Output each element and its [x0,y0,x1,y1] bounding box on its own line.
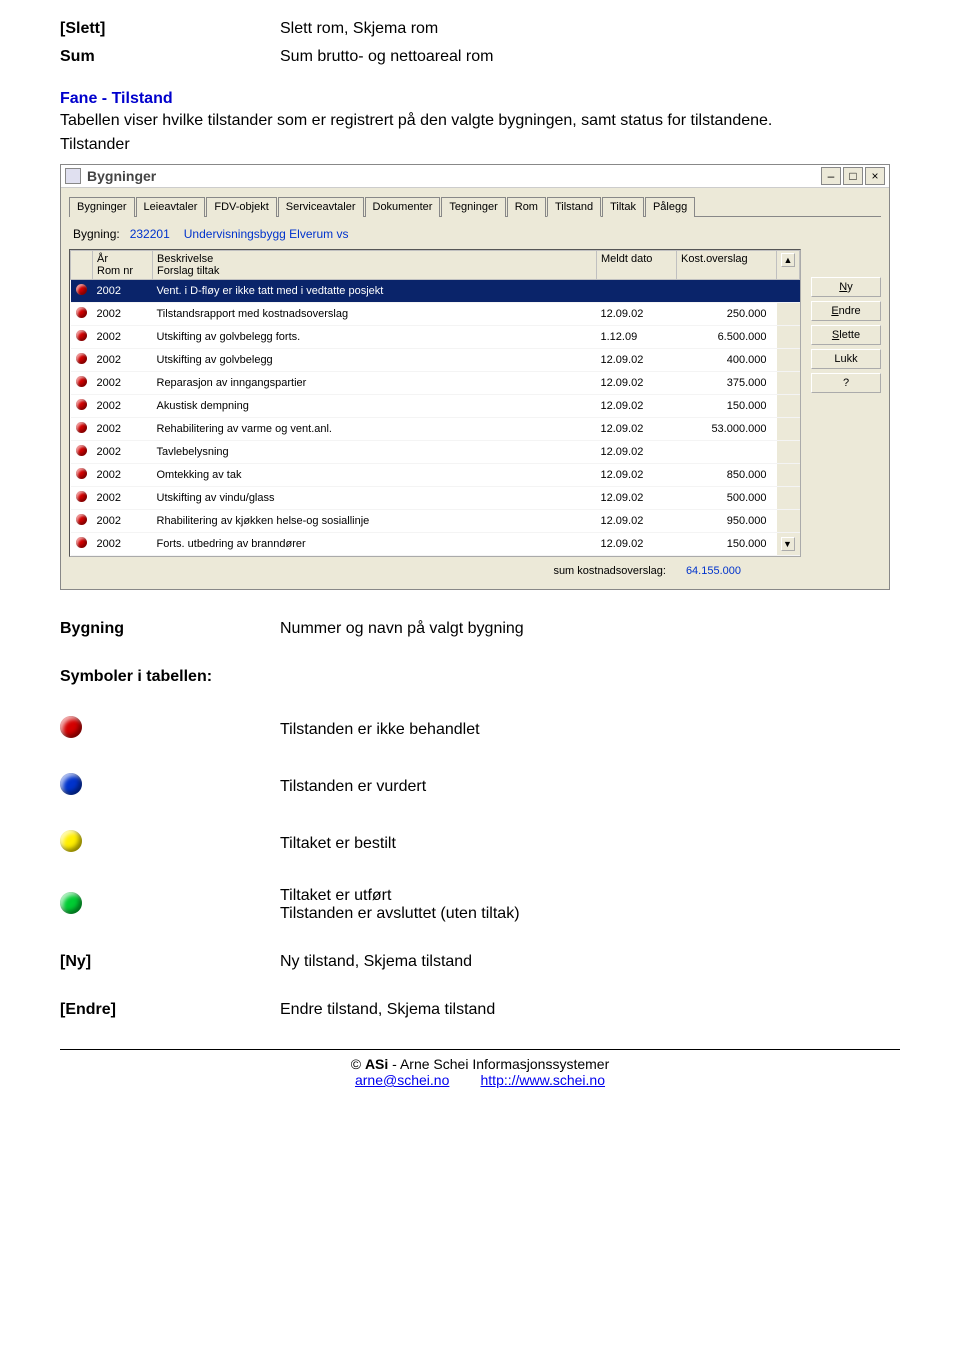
section-heading: Fane - Tilstand [60,90,900,108]
slette-button[interactable]: Slette [811,325,881,345]
legend-bygning-def: Nummer og navn på valgt bygning [280,620,900,638]
table-row[interactable]: 2002Tavlebelysning12.09.02 [71,441,800,464]
col-desc[interactable]: Beskrivelse Forslag tiltak [153,251,597,280]
def-sum: Sum brutto- og nettoareal rom [280,48,900,66]
status-dot-icon [76,284,87,295]
col-status[interactable] [71,251,93,280]
legend-bygning-term: Bygning [60,620,280,638]
tab-serviceavtaler[interactable]: Serviceavtaler [278,197,364,217]
window-title: Bygninger [87,168,821,184]
ny-button[interactable]: Ny [811,277,881,297]
status-dot-icon [76,468,87,479]
email-link[interactable]: arne@schei.no [355,1072,449,1088]
tabs: BygningerLeieavtalerFDV-objektServiceavt… [69,196,881,217]
table-row[interactable]: 2002Forts. utbedring av branndører12.09.… [71,533,800,556]
legend-green: Tiltaket er utført Tilstanden er avslutt… [280,887,900,923]
tab-leieavtaler[interactable]: Leieavtaler [136,197,206,217]
maximize-button[interactable]: □ [843,167,863,185]
table-row[interactable]: 2002Vent. i D-fløy er ikke tatt med i ve… [71,280,800,303]
info-num: 232201 [130,227,170,241]
status-dot-icon [76,353,87,364]
tab-tegninger[interactable]: Tegninger [441,197,505,217]
window-bygninger: Bygninger – □ × BygningerLeieavtalerFDV-… [60,164,890,590]
footer-rule [60,1049,900,1050]
status-dot-blue-icon [60,773,82,795]
info-label: Bygning: [73,227,120,241]
table-row[interactable]: 2002Utskifting av golvbelegg forts.1.12.… [71,326,800,349]
status-dot-icon [76,537,87,548]
col-cost[interactable]: Kost.overslag [677,251,777,280]
tab-pålegg[interactable]: Pålegg [645,197,695,217]
titlebar: Bygninger – □ × [61,165,889,188]
section-text2: Tilstander [60,136,900,154]
legend-yellow: Tiltaket er bestilt [280,835,900,853]
status-dot-icon [76,422,87,433]
status-dot-icon [76,307,87,318]
section-text: Tabellen viser hvilke tilstander som er … [60,112,900,130]
col-date[interactable]: Meldt dato [597,251,677,280]
table-row[interactable]: 2002Utskifting av vindu/glass12.09.02500… [71,487,800,510]
sum-value: 64.155.000 [686,565,741,577]
table-row[interactable]: 2002Rhabilitering av kjøkken helse-og so… [71,510,800,533]
def-slett: Slett rom, Skjema rom [280,20,900,38]
legend-ny-term: [Ny] [60,953,280,971]
tab-fdv-objekt[interactable]: FDV-objekt [206,197,276,217]
status-dot-green-icon [60,892,82,914]
legend-symbols-term: Symboler i tabellen: [60,668,280,686]
tab-dokumenter[interactable]: Dokumenter [365,197,441,217]
status-dot-icon [76,491,87,502]
table-row[interactable]: 2002Utskifting av golvbelegg12.09.02400.… [71,349,800,372]
tab-rom[interactable]: Rom [507,197,546,217]
legend-endre-term: [Endre] [60,1001,280,1019]
scroll-down[interactable]: ▼ [781,537,795,551]
table-row[interactable]: 2002Akustisk dempning12.09.02150.000 [71,395,800,418]
table-row[interactable]: 2002Omtekking av tak12.09.02850.000 [71,464,800,487]
legend-blue: Tilstanden er vurdert [280,778,900,796]
table-row[interactable]: 2002Reparasjon av inngangspartier12.09.0… [71,372,800,395]
table-row[interactable]: 2002Rehabilitering av varme og vent.anl.… [71,418,800,441]
legend-red: Tilstanden er ikke behandlet [280,721,900,739]
status-dot-icon [76,399,87,410]
footer-credit: © ASi - Arne Schei Informasjonssystemer … [60,1056,900,1088]
sum-label: sum kostnadsoverslag: [553,565,666,577]
status-dot-icon [76,330,87,341]
tab-tiltak[interactable]: Tiltak [602,197,644,217]
table-row[interactable]: 2002Tilstandsrapport med kostnadsoversla… [71,303,800,326]
url-link[interactable]: http:://www.schei.no [481,1072,606,1088]
legend-ny-def: Ny tilstand, Skjema tilstand [280,953,900,971]
table-wrap: År Rom nr Beskrivelse Forslag tiltak Mel… [69,249,801,557]
tab-tilstand[interactable]: Tilstand [547,197,601,217]
minimize-button[interactable]: – [821,167,841,185]
app-icon [65,168,81,184]
status-dot-red-icon [60,716,82,738]
legend-endre-def: Endre tilstand, Skjema tilstand [280,1001,900,1019]
lukk-button[interactable]: Lukk [811,349,881,369]
status-dot-icon [76,376,87,387]
info-name: Undervisningsbygg Elverum vs [184,227,349,241]
status-dot-icon [76,514,87,525]
col-year[interactable]: År Rom nr [93,251,153,280]
status-dot-yellow-icon [60,830,82,852]
tab-bygninger[interactable]: Bygninger [69,197,135,217]
term-slett: [Slett] [60,20,280,38]
close-button[interactable]: × [865,167,885,185]
endre-button[interactable]: Endre [811,301,881,321]
term-sum: Sum [60,48,280,66]
scroll-up[interactable]: ▲ [777,251,800,280]
status-dot-icon [76,445,87,456]
help-button[interactable]: ? [811,373,881,393]
tilstand-table: År Rom nr Beskrivelse Forslag tiltak Mel… [70,250,800,556]
